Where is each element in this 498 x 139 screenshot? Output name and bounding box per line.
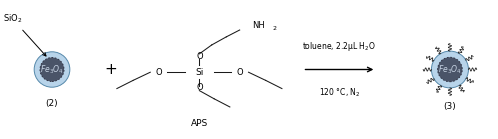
Text: O: O — [196, 52, 203, 61]
Text: Fe$_3$O$_4$: Fe$_3$O$_4$ — [438, 63, 462, 76]
Text: O: O — [237, 68, 243, 77]
Text: O: O — [156, 68, 162, 77]
Ellipse shape — [431, 51, 469, 88]
Text: 120 °C, N$_2$: 120 °C, N$_2$ — [319, 86, 360, 99]
Text: SiO$_2$: SiO$_2$ — [3, 13, 46, 56]
Text: O: O — [196, 83, 203, 92]
Text: APS: APS — [191, 120, 208, 128]
Text: toluene, 2.2μL H$_2$O: toluene, 2.2μL H$_2$O — [302, 40, 376, 53]
Text: +: + — [105, 62, 118, 77]
Ellipse shape — [34, 52, 70, 87]
Text: NH: NH — [252, 21, 265, 30]
Ellipse shape — [40, 58, 64, 81]
Text: (3): (3) — [444, 102, 456, 111]
Text: Fe$_3$O$_4$: Fe$_3$O$_4$ — [40, 63, 64, 76]
Text: 2: 2 — [272, 26, 276, 31]
Ellipse shape — [438, 57, 462, 82]
Text: Si: Si — [195, 68, 204, 77]
Text: (2): (2) — [46, 99, 58, 108]
